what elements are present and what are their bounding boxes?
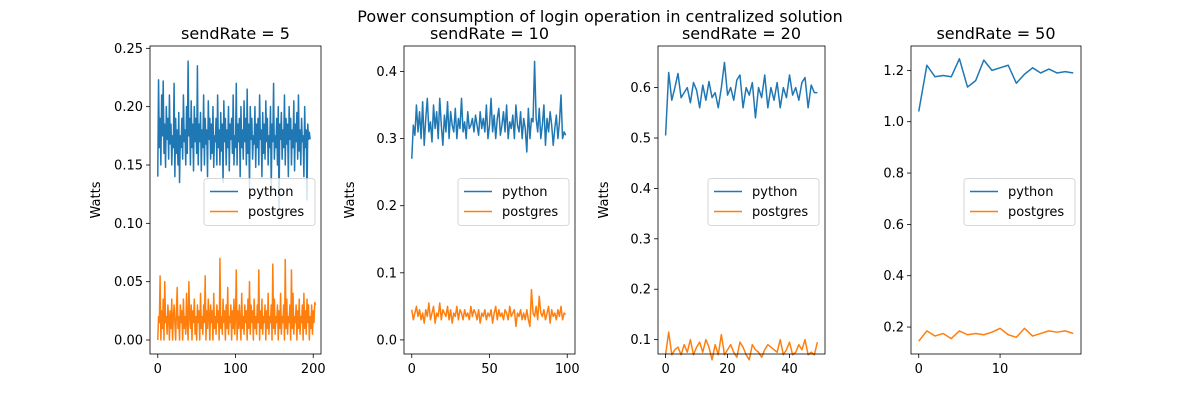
legend: python postgres (707, 178, 820, 226)
legend-label-postgres: postgres (1008, 205, 1064, 220)
subplot-title: sendRate = 5 (181, 24, 290, 43)
series-line-postgres (664, 331, 819, 361)
x-tick-label: 40 (781, 362, 798, 377)
legend-box (203, 178, 316, 226)
subplot-title: sendRate = 20 (682, 24, 801, 43)
y-tick-label: 0.2 (883, 321, 904, 336)
y-tick-label: 0.4 (630, 182, 651, 197)
axes-frame (657, 45, 826, 355)
series-line-postgres (157, 257, 317, 341)
x-tick-label: 200 (301, 362, 326, 377)
y-axis-label: Watts (343, 181, 358, 218)
y-tick-label: 0.3 (630, 232, 651, 247)
x-tick-label: 0 (154, 362, 162, 377)
x-tick-label: 0 (408, 362, 416, 377)
series-line-postgres (411, 288, 567, 328)
legend-label-postgres: postgres (752, 205, 808, 220)
series-line-python (917, 58, 1074, 112)
y-tick-label: 0.8 (883, 167, 904, 182)
legend-box (963, 178, 1076, 226)
y-tick-label: 0.3 (376, 132, 397, 147)
legend: python postgres (457, 178, 570, 226)
y-tick-label: 0.6 (883, 218, 904, 233)
axes-frame (910, 45, 1082, 355)
y-tick-label: 0.2 (630, 283, 651, 298)
subplot-4: sendRate = 50 0 10 0.2 0.4 0.6 0.8 1.0 1.2 python… (883, 24, 1082, 377)
y-tick-label: 0.5 (630, 131, 651, 146)
x-tick-label: 20 (719, 362, 736, 377)
y-tick-label: 0.4 (376, 65, 397, 80)
subplot-1: sendRate = 5 0 100 200 0.00 0.05 0.10 0.15 0.20 0… (89, 24, 326, 377)
x-tick-label: 0 (915, 362, 923, 377)
x-tick-label: 100 (555, 362, 580, 377)
figure-suptitle: Power consumption of login operation in … (357, 7, 842, 26)
legend-label-python: python (502, 185, 547, 200)
subplot-title: sendRate = 10 (430, 24, 549, 43)
legend-label-postgres: postgres (248, 205, 304, 220)
legend-label-python: python (752, 185, 797, 200)
y-tick-label: 0.6 (630, 81, 651, 96)
y-tick-label: 0.15 (114, 159, 143, 174)
legend: python postgres (203, 178, 316, 226)
series-line-python (157, 60, 311, 209)
x-tick-label: 10 (992, 362, 1009, 377)
legend-box (707, 178, 820, 226)
y-tick-label: 0.00 (114, 334, 143, 349)
y-tick-label: 1.2 (883, 64, 904, 79)
y-axis-label: Watts (89, 181, 104, 218)
series-line-python (664, 61, 818, 136)
series-line-postgres (918, 327, 1074, 342)
y-tick-label: 0.2 (376, 199, 397, 214)
y-tick-label: 1.0 (883, 115, 904, 130)
subplot-3: sendRate = 20 0 20 40 0.1 0.2 0.3 0.4 0.5 0.6 Watt… (597, 24, 826, 377)
x-tick-label: 100 (223, 362, 248, 377)
y-axis-label: Watts (597, 181, 612, 218)
legend-label-postgres: postgres (502, 205, 558, 220)
subplot-2: sendRate = 10 0 50 100 0.0 0.1 0.2 0.3 0.4 Watts p… (343, 24, 580, 377)
panels-group: sendRate = 50 100 2000.000.050.100.150.200… (89, 24, 1082, 377)
legend-label-python: python (248, 185, 293, 200)
y-tick-label: 0.0 (376, 333, 397, 348)
legend: python postgres (963, 178, 1076, 226)
x-tick-label: 0 (661, 362, 669, 377)
subplot-title: sendRate = 50 (936, 24, 1055, 43)
y-tick-label: 0.1 (630, 333, 651, 348)
y-tick-label: 0.10 (114, 217, 143, 232)
y-tick-label: 0.4 (883, 269, 904, 284)
legend-label-python: python (1008, 185, 1053, 200)
y-tick-label: 0.25 (114, 42, 143, 57)
legend-box (457, 178, 570, 226)
x-tick-label: 50 (481, 362, 498, 377)
y-tick-label: 0.20 (114, 100, 143, 115)
y-tick-label: 0.05 (114, 275, 143, 290)
y-tick-label: 0.1 (376, 266, 397, 281)
series-line-python (411, 60, 567, 159)
